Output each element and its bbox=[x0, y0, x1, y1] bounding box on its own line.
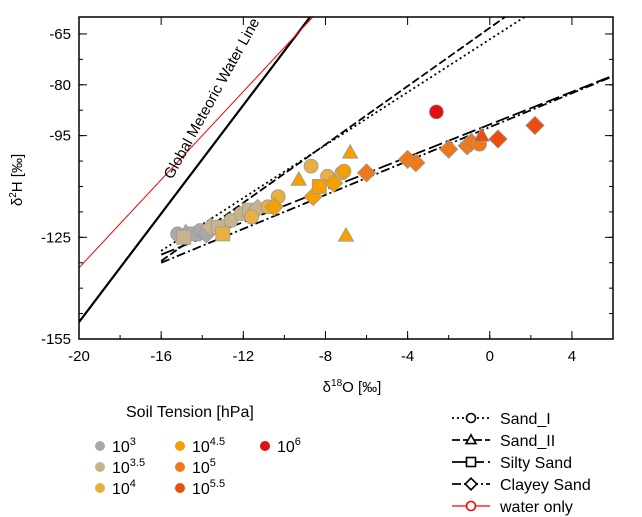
tension-legend-marker bbox=[260, 441, 270, 451]
tension-legend-marker bbox=[175, 462, 185, 472]
soil-legend-marker bbox=[465, 412, 477, 424]
soil-legend-marker bbox=[464, 433, 478, 445]
x-axis-title: δ18O [‰] bbox=[323, 378, 382, 396]
data-point bbox=[324, 173, 344, 193]
soil-legend-marker bbox=[464, 477, 478, 491]
data-point bbox=[525, 115, 545, 136]
data-point bbox=[303, 158, 319, 174]
tension-legend-title: Soil Tension [hPa] bbox=[126, 404, 254, 421]
x-axis-title-base: δ bbox=[323, 379, 331, 396]
data-point bbox=[356, 163, 377, 183]
line-global-meteoric-water-line bbox=[79, 17, 312, 323]
x-tick-label: -4 bbox=[401, 348, 414, 365]
plot-frame bbox=[78, 16, 614, 340]
tension-legend-label: 105 bbox=[192, 457, 216, 477]
y-axis-title-base: δ bbox=[9, 198, 26, 206]
x-axis: -20 -16 -12 -8 -4 0 4 bbox=[68, 17, 614, 365]
x-tick-label: -16 bbox=[150, 348, 172, 365]
soil-legend-label: Silty Sand bbox=[500, 455, 572, 472]
tension-legend-label: 104.5 bbox=[192, 436, 225, 456]
y-axis-title-rest: H [‰] bbox=[9, 154, 26, 192]
data-point bbox=[488, 129, 508, 149]
soil-legend-label: Clayey Sand bbox=[500, 477, 591, 494]
tension-legend-label: 103.5 bbox=[112, 457, 145, 477]
tension-legend-marker bbox=[95, 462, 105, 472]
tension-legend-marker bbox=[95, 483, 105, 493]
data-point bbox=[336, 163, 352, 179]
x-tick-label: 0 bbox=[486, 348, 494, 365]
x-axis-title-sup: 18 bbox=[331, 378, 343, 389]
data-point bbox=[428, 104, 444, 120]
y-tick-label: -65 bbox=[49, 26, 71, 43]
y-tick-label: -125 bbox=[41, 229, 71, 246]
soil-legend-marker bbox=[465, 456, 477, 468]
data-point bbox=[290, 170, 308, 186]
tension-legend-marker bbox=[95, 441, 105, 451]
data-point bbox=[341, 143, 359, 159]
line-water-only bbox=[79, 17, 314, 269]
line-clayey-sand bbox=[160, 75, 613, 264]
x-tick-label: -20 bbox=[68, 348, 90, 365]
data-point bbox=[223, 212, 239, 228]
data-point bbox=[264, 197, 284, 217]
soil-legend-marker bbox=[465, 500, 477, 512]
y-tick-label: -80 bbox=[49, 77, 71, 94]
line-sand-ii bbox=[160, 17, 507, 262]
x-tick-label: -12 bbox=[232, 348, 254, 365]
soil-legend-label: Sand_II bbox=[500, 433, 555, 450]
x-tick-label: 4 bbox=[568, 348, 576, 365]
tension-legend-marker bbox=[175, 441, 185, 451]
tension-legend-label: 104 bbox=[112, 478, 136, 498]
data-point bbox=[311, 179, 327, 194]
regression-lines bbox=[79, 17, 613, 323]
y-axis: -65 -80 -95 -125 -155 bbox=[41, 26, 613, 348]
tension-legend-label: 106 bbox=[277, 436, 301, 456]
y-tick-label: -155 bbox=[41, 331, 71, 348]
data-point bbox=[439, 139, 459, 159]
y-axis-title: δ2H [‰] bbox=[8, 154, 26, 206]
data-point bbox=[406, 153, 426, 173]
data-point bbox=[473, 126, 490, 142]
tension-legend-marker bbox=[175, 483, 185, 493]
data-point bbox=[215, 226, 231, 242]
data-point bbox=[176, 229, 192, 245]
data-points bbox=[170, 104, 545, 245]
y-tick-label: -95 bbox=[49, 128, 71, 145]
soil-legend-label: water only bbox=[499, 499, 573, 516]
soil-legend: Sand_I Sand_II Silty Sand Clayey Sand water … bbox=[452, 411, 591, 516]
tension-legend-label: 105.5 bbox=[192, 478, 225, 498]
data-point bbox=[337, 226, 355, 242]
y-axis-title-sup: 2 bbox=[8, 192, 19, 198]
soil-legend-label: Sand_I bbox=[500, 411, 551, 428]
tension-legend-label: 103 bbox=[112, 436, 136, 456]
x-axis-title-rest: O [‰] bbox=[342, 379, 381, 396]
x-tick-label: -8 bbox=[319, 348, 332, 365]
data-point bbox=[244, 209, 259, 225]
